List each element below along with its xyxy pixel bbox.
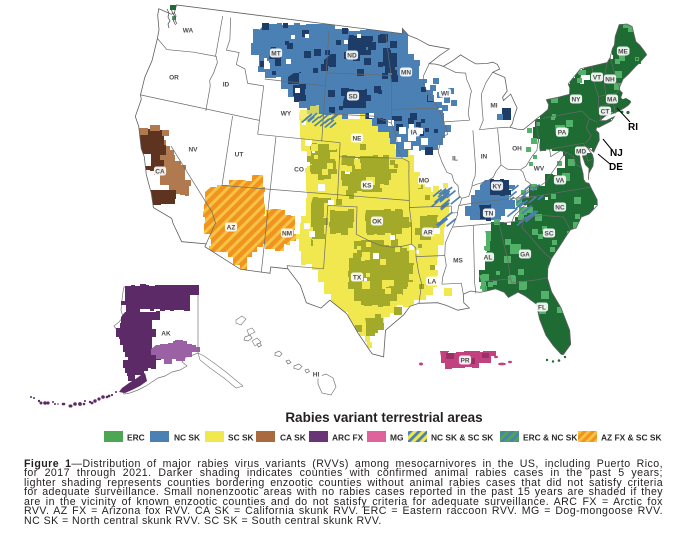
svg-text:UT: UT: [235, 152, 244, 159]
svg-text:ND: ND: [347, 53, 357, 60]
svg-text:DE: DE: [609, 162, 623, 173]
svg-text:WA: WA: [183, 28, 194, 35]
svg-text:IA: IA: [411, 130, 418, 137]
svg-text:NC SK & SC SK: NC SK & SC SK: [431, 433, 493, 443]
svg-text:OH: OH: [512, 146, 522, 153]
svg-text:PA: PA: [558, 130, 567, 137]
svg-text:MI: MI: [490, 103, 497, 110]
svg-text:ARC FX: ARC FX: [332, 433, 364, 443]
svg-text:MS: MS: [453, 258, 463, 265]
svg-text:HI: HI: [313, 372, 320, 379]
svg-text:TX: TX: [353, 275, 362, 282]
svg-text:PR: PR: [460, 358, 469, 365]
svg-text:SC: SC: [544, 231, 553, 238]
svg-text:ID: ID: [223, 82, 230, 89]
svg-text:AZ: AZ: [227, 225, 236, 232]
svg-text:OK: OK: [372, 219, 382, 226]
svg-text:MO: MO: [419, 178, 429, 185]
svg-text:ME: ME: [618, 49, 628, 56]
svg-text:NC SK: NC SK: [174, 433, 200, 443]
svg-text:TN: TN: [485, 211, 494, 218]
svg-text:IN: IN: [481, 154, 488, 161]
svg-text:KY: KY: [492, 184, 502, 191]
svg-text:MN: MN: [401, 70, 411, 77]
svg-text:MT: MT: [271, 51, 280, 58]
svg-text:FL: FL: [538, 305, 546, 312]
svg-text:NY: NY: [571, 97, 581, 104]
svg-text:SC SK: SC SK: [228, 433, 254, 443]
svg-text:NE: NE: [352, 136, 362, 143]
svg-text:NJ: NJ: [610, 148, 623, 159]
svg-text:OR: OR: [169, 75, 179, 82]
svg-text:KS: KS: [362, 183, 372, 190]
svg-text:VT: VT: [593, 75, 601, 82]
svg-text:CT: CT: [601, 109, 610, 116]
svg-text:NC: NC: [555, 205, 565, 212]
svg-text:GA: GA: [520, 252, 530, 259]
svg-text:NH: NH: [605, 77, 615, 84]
svg-text:CO: CO: [294, 167, 304, 174]
svg-text:CA: CA: [155, 169, 165, 176]
svg-text:NM: NM: [282, 231, 292, 238]
svg-text:ERC & NC SK: ERC & NC SK: [523, 433, 577, 443]
svg-text:IL: IL: [452, 156, 458, 163]
svg-text:VA: VA: [556, 178, 565, 185]
svg-text:MA: MA: [607, 97, 617, 104]
svg-text:Rabies variant terrestrial are: Rabies variant terrestrial areas: [285, 410, 482, 425]
svg-text:AZ FX & SC SK: AZ FX & SC SK: [601, 433, 662, 443]
svg-text:ERC: ERC: [127, 433, 145, 443]
svg-text:NV: NV: [188, 147, 198, 154]
svg-text:AK: AK: [161, 331, 171, 338]
svg-text:LA: LA: [428, 279, 437, 286]
svg-text:AR: AR: [423, 230, 433, 237]
svg-text:WV: WV: [534, 166, 545, 173]
svg-text:WI: WI: [441, 91, 449, 98]
svg-text:AL: AL: [484, 255, 493, 262]
svg-text:CA SK: CA SK: [280, 433, 306, 443]
svg-text:WY: WY: [281, 111, 292, 118]
svg-text:SD: SD: [348, 94, 357, 101]
svg-text:RI: RI: [628, 122, 638, 133]
svg-text:MD: MD: [576, 149, 586, 156]
svg-text:MG: MG: [390, 433, 404, 443]
